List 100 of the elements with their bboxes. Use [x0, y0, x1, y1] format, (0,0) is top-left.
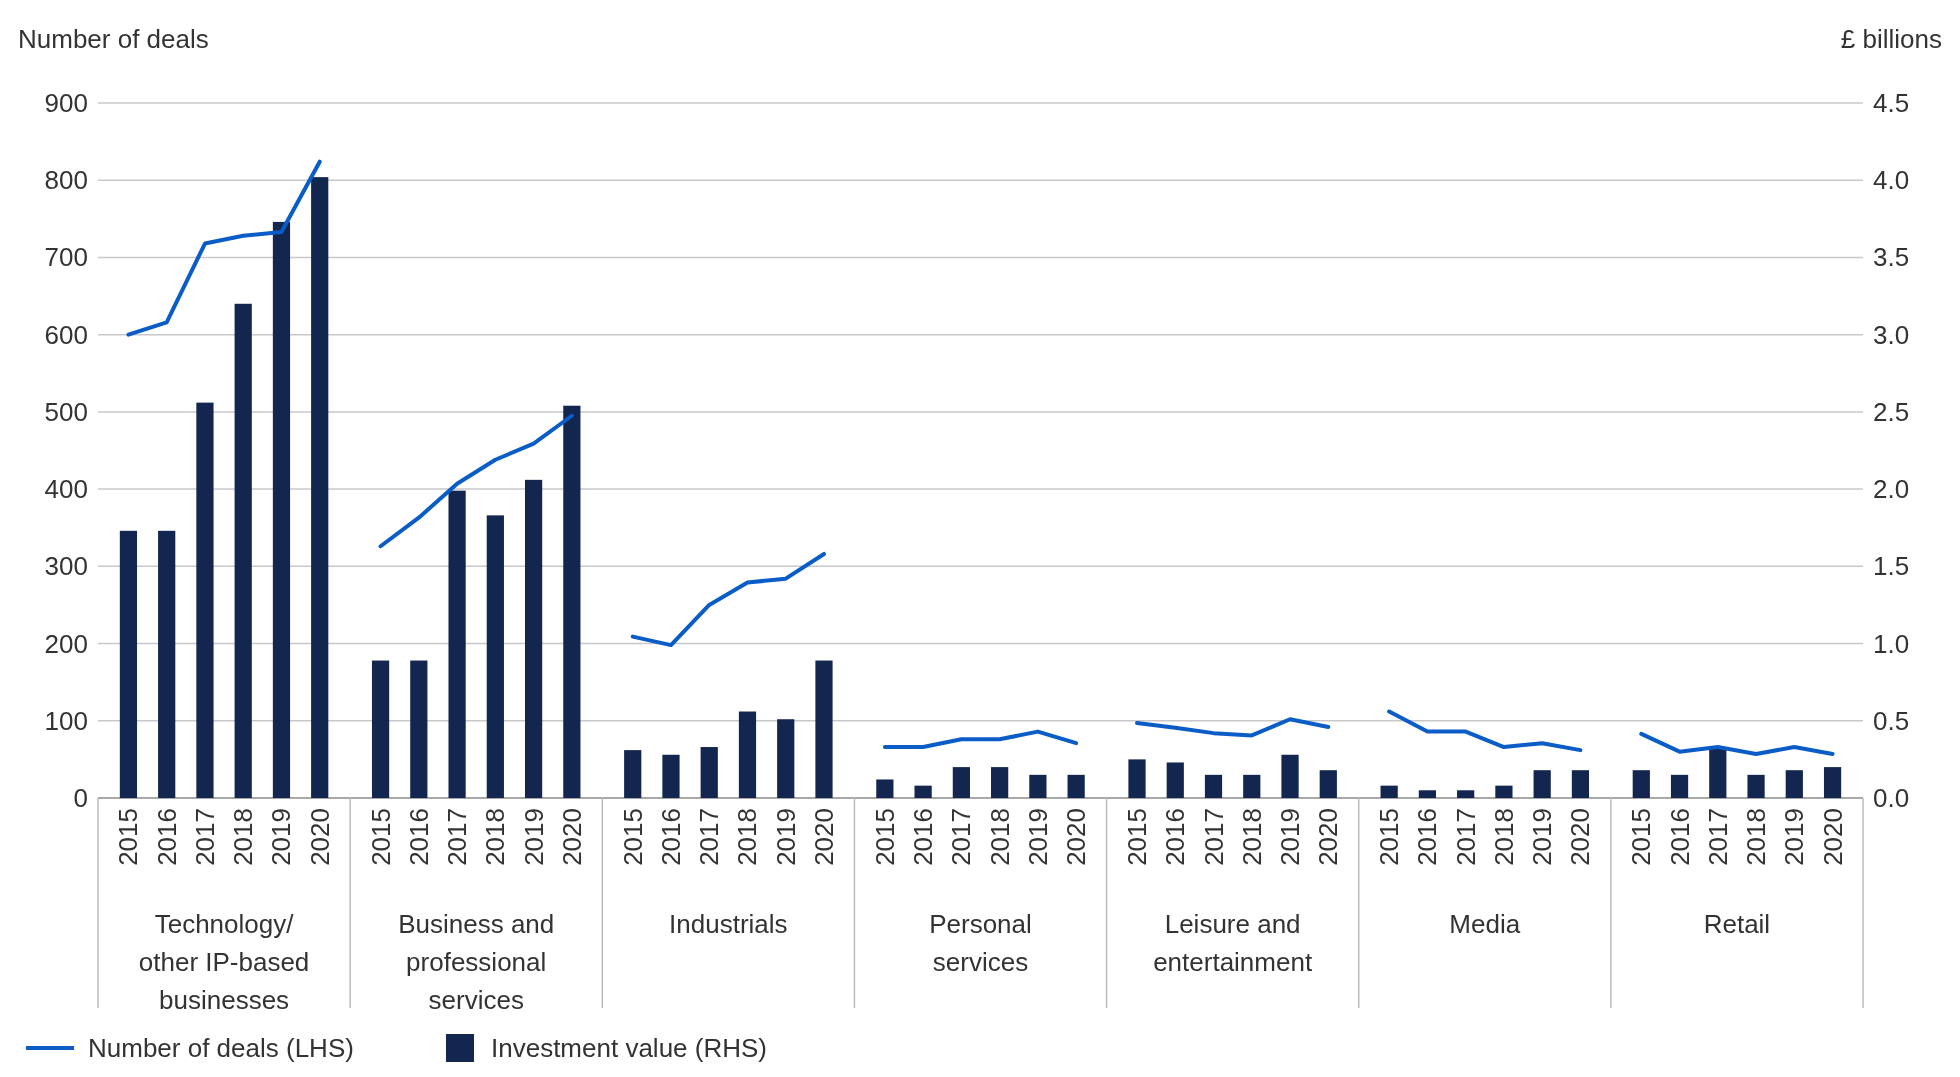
y-tick-label: 100: [44, 705, 88, 736]
bar: [371, 660, 390, 798]
bar: [1281, 754, 1299, 798]
x-tick-label: 2015: [1374, 808, 1405, 866]
y-axis-title: Number of deals: [18, 24, 209, 54]
x-tick-label: 2017: [1198, 808, 1229, 866]
bar: [777, 719, 795, 798]
x-tick-label: 2015: [1122, 808, 1152, 866]
x-axis-title: Business and professional services: [398, 909, 555, 1015]
x-tick-label: 2018: [228, 808, 259, 866]
x-tick-label: 2020: [1313, 808, 1344, 866]
bar: [1067, 774, 1085, 798]
x-tick-label: 2017: [694, 808, 725, 866]
bar: [311, 177, 329, 798]
x-tick-label: 2017: [442, 808, 473, 866]
x-axis-title: Industrials: [669, 909, 788, 939]
bar: [1243, 774, 1261, 798]
bar: [486, 515, 504, 798]
y-tick-label: 200: [44, 628, 88, 659]
y-tick-label: 400: [44, 474, 88, 505]
bar: [1166, 762, 1184, 798]
x-axis-title: Media: [1449, 909, 1521, 939]
legend-label: Number of deals (LHS): [88, 1033, 354, 1063]
x-tick-label: 2019: [518, 808, 549, 866]
y2-axis-title: £ billions: [1840, 24, 1942, 54]
x-tick-label: 2018: [480, 808, 511, 866]
x-tick-label: 2016: [1160, 808, 1191, 866]
y-tick-label: 900: [44, 88, 88, 118]
y-tick-label: 600: [44, 319, 88, 350]
bar: [563, 405, 581, 798]
bar: [1632, 770, 1650, 798]
y2-tick-label: 0.0: [1873, 783, 1910, 813]
x-tick-label: 2017: [189, 808, 220, 866]
x-tick-label: 2020: [1565, 808, 1596, 866]
bar: [196, 402, 214, 798]
x-tick-label: 2015: [365, 808, 396, 866]
y2-tick-label: 3.0: [1873, 319, 1910, 350]
bar: [410, 660, 428, 798]
x-tick-label: 2020: [1061, 808, 1092, 866]
y2-tick-label: 3.5: [1873, 242, 1910, 273]
bar: [1747, 774, 1765, 798]
bar: [1670, 774, 1689, 798]
x-axis-title: Retail: [1703, 909, 1771, 939]
bar: [991, 767, 1009, 798]
bar: [158, 530, 176, 798]
bar: [1823, 767, 1842, 798]
x-tick-label: 2019: [1275, 808, 1306, 866]
x-axis-title: Personal services: [929, 909, 1032, 977]
y2-tick-label: 4.5: [1873, 88, 1910, 118]
bar: [815, 660, 833, 798]
y-tick-label: 0: [73, 783, 88, 813]
x-tick-label: 2016: [1412, 808, 1443, 866]
x-axis-title: Technology/ other IP-based businesses: [138, 909, 310, 1015]
x-tick-label: 2017: [946, 808, 977, 866]
bar: [119, 530, 138, 798]
legend-label: Investment value (RHS): [491, 1033, 767, 1063]
x-tick-label: 2015: [1626, 808, 1657, 866]
bar: [1029, 774, 1047, 798]
x-tick-label: 2016: [1664, 808, 1695, 866]
y2-tick-label: 0.5: [1873, 705, 1910, 736]
y-tick-label: 800: [44, 165, 88, 196]
bar: [1785, 770, 1803, 798]
y-tick-label: 500: [44, 396, 88, 427]
bar: [700, 747, 718, 798]
bar: [1128, 759, 1146, 798]
x-tick-label: 2016: [655, 808, 686, 866]
y2-tick-label: 2.0: [1873, 474, 1910, 505]
x-tick-label: 2017: [1450, 808, 1481, 866]
x-tick-label: 2018: [732, 808, 763, 866]
x-tick-label: 2018: [1488, 808, 1519, 866]
bar: [1204, 774, 1223, 798]
bar: [876, 779, 894, 798]
bar: [624, 750, 642, 798]
bar: [914, 785, 932, 798]
y2-tick-label: 4.0: [1873, 165, 1910, 196]
x-tick-label: 2020: [304, 808, 335, 866]
bar: [952, 767, 970, 798]
x-tick-label: 2019: [1779, 808, 1810, 866]
x-tick-label: 2018: [984, 808, 1015, 866]
bar: [272, 221, 291, 798]
bar: [1319, 770, 1337, 798]
y2-tick-label: 1.0: [1873, 628, 1910, 659]
bar: [234, 303, 252, 798]
bar: [662, 754, 680, 798]
y-tick-label: 700: [44, 242, 88, 273]
x-tick-label: 2018: [1741, 808, 1772, 866]
x-tick-label: 2016: [151, 808, 182, 866]
bar: [1709, 748, 1727, 798]
bar: [448, 490, 466, 798]
x-tick-label: 2019: [1022, 808, 1053, 866]
x-tick-label: 2017: [1702, 808, 1733, 866]
x-tick-label: 2020: [809, 808, 839, 866]
bar: [738, 711, 757, 798]
y2-tick-label: 1.5: [1873, 551, 1910, 582]
x-tick-label: 2015: [869, 808, 900, 866]
x-tick-label: 2019: [266, 808, 297, 866]
x-tick-label: 2019: [770, 808, 801, 866]
x-tick-label: 2019: [1527, 808, 1558, 866]
bar: [524, 479, 543, 798]
y-tick-label: 300: [44, 551, 88, 582]
